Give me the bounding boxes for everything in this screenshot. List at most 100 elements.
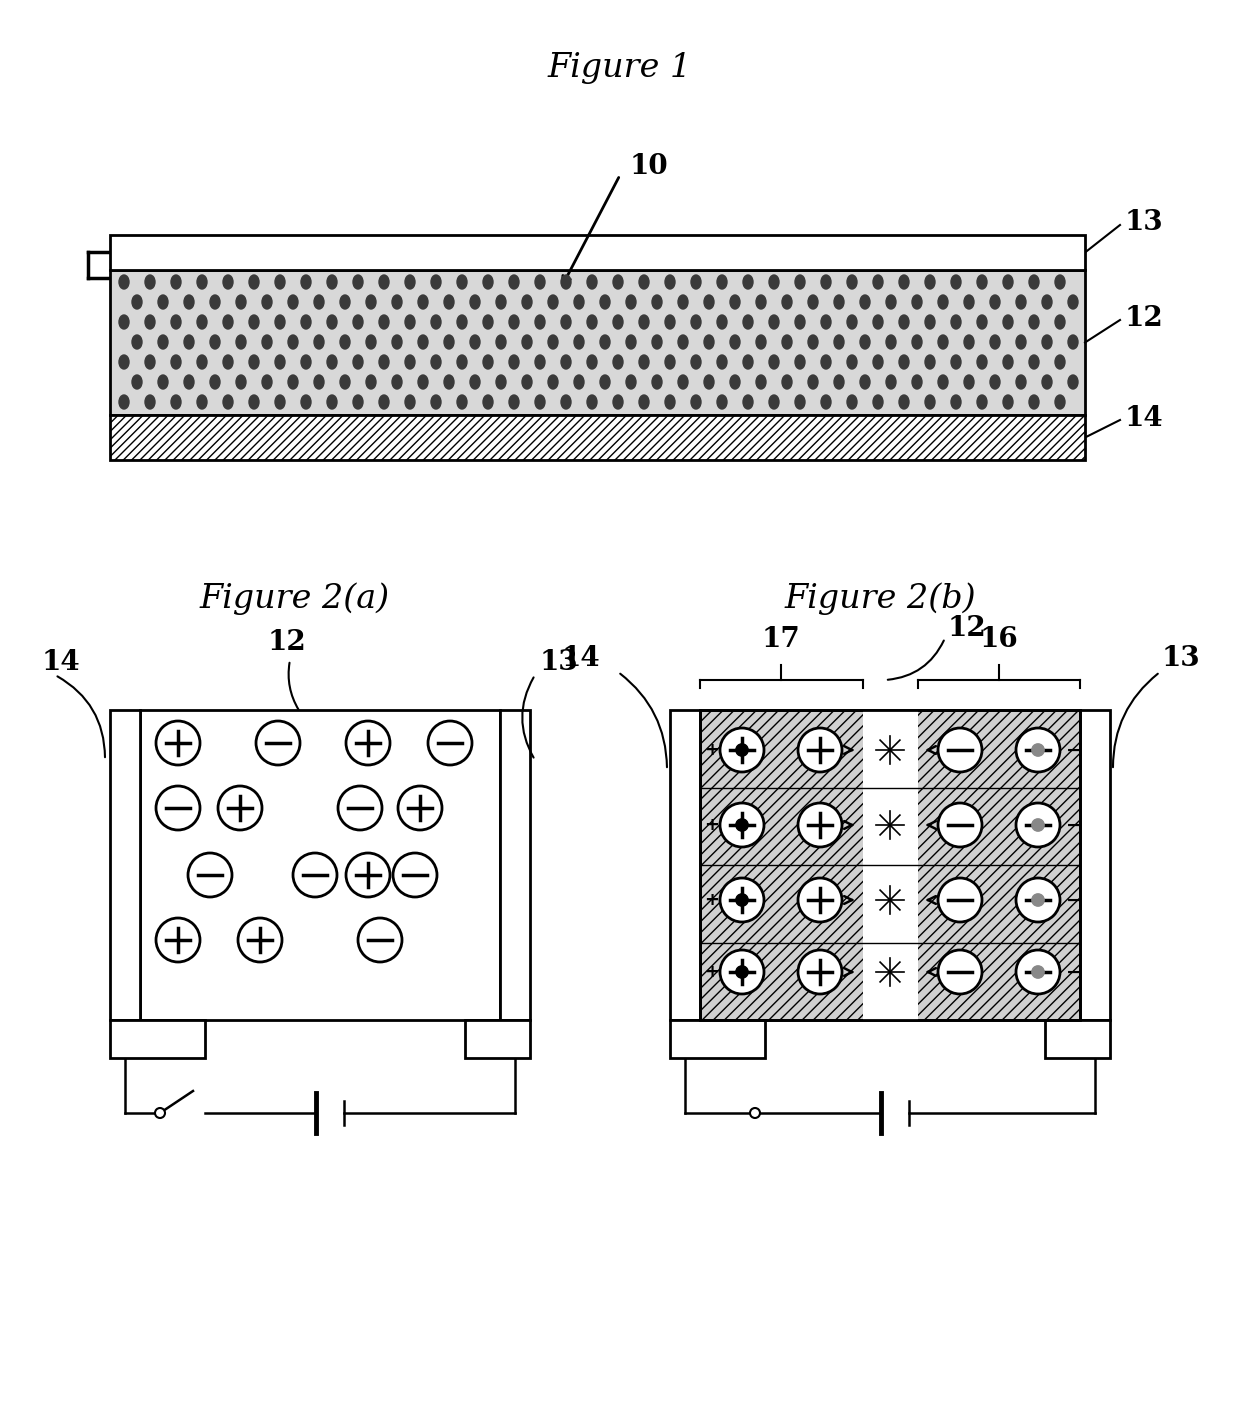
Circle shape bbox=[255, 721, 300, 765]
Ellipse shape bbox=[691, 355, 701, 369]
Ellipse shape bbox=[288, 335, 298, 349]
Circle shape bbox=[799, 728, 842, 772]
Ellipse shape bbox=[379, 355, 389, 369]
Ellipse shape bbox=[861, 296, 870, 308]
Ellipse shape bbox=[963, 375, 973, 389]
Ellipse shape bbox=[470, 375, 480, 389]
Ellipse shape bbox=[1029, 396, 1039, 408]
Circle shape bbox=[799, 950, 842, 994]
Ellipse shape bbox=[119, 355, 129, 369]
Ellipse shape bbox=[275, 315, 285, 329]
Ellipse shape bbox=[600, 296, 610, 308]
Text: −: − bbox=[1066, 963, 1083, 981]
Ellipse shape bbox=[639, 396, 649, 408]
Ellipse shape bbox=[691, 315, 701, 329]
Ellipse shape bbox=[458, 275, 467, 289]
Ellipse shape bbox=[418, 335, 428, 349]
Circle shape bbox=[799, 803, 842, 848]
Text: −: − bbox=[675, 741, 691, 759]
Ellipse shape bbox=[795, 396, 805, 408]
Ellipse shape bbox=[665, 396, 675, 408]
Ellipse shape bbox=[1016, 296, 1025, 308]
Ellipse shape bbox=[157, 296, 167, 308]
Ellipse shape bbox=[1068, 296, 1078, 308]
Ellipse shape bbox=[626, 296, 636, 308]
Bar bbox=[110, 1019, 205, 1057]
Bar bbox=[1045, 1019, 1110, 1057]
Text: −: − bbox=[1066, 815, 1083, 835]
Ellipse shape bbox=[288, 296, 298, 308]
Circle shape bbox=[156, 918, 200, 962]
Text: +: + bbox=[704, 817, 719, 834]
Ellipse shape bbox=[613, 355, 622, 369]
Circle shape bbox=[398, 786, 441, 829]
Ellipse shape bbox=[236, 335, 246, 349]
Ellipse shape bbox=[353, 396, 363, 408]
Ellipse shape bbox=[1016, 375, 1025, 389]
Text: 13: 13 bbox=[1162, 645, 1200, 672]
Ellipse shape bbox=[613, 275, 622, 289]
Ellipse shape bbox=[782, 296, 792, 308]
Ellipse shape bbox=[534, 275, 546, 289]
Ellipse shape bbox=[392, 375, 402, 389]
Ellipse shape bbox=[769, 396, 779, 408]
Ellipse shape bbox=[145, 275, 155, 289]
Text: 12: 12 bbox=[949, 614, 987, 642]
Ellipse shape bbox=[534, 315, 546, 329]
Ellipse shape bbox=[340, 335, 350, 349]
Ellipse shape bbox=[262, 375, 272, 389]
Circle shape bbox=[750, 1108, 760, 1118]
Ellipse shape bbox=[458, 396, 467, 408]
Text: +: + bbox=[704, 741, 719, 759]
Circle shape bbox=[156, 786, 200, 829]
Circle shape bbox=[1016, 803, 1060, 848]
Bar bbox=[110, 235, 1085, 270]
Circle shape bbox=[937, 879, 982, 922]
Ellipse shape bbox=[275, 396, 285, 408]
Ellipse shape bbox=[782, 335, 792, 349]
Ellipse shape bbox=[977, 396, 987, 408]
Ellipse shape bbox=[769, 275, 779, 289]
Ellipse shape bbox=[262, 296, 272, 308]
Ellipse shape bbox=[534, 396, 546, 408]
Ellipse shape bbox=[847, 315, 857, 329]
Text: 16: 16 bbox=[980, 627, 1018, 653]
Ellipse shape bbox=[1016, 335, 1025, 349]
Ellipse shape bbox=[484, 315, 494, 329]
Ellipse shape bbox=[470, 335, 480, 349]
Ellipse shape bbox=[458, 355, 467, 369]
Ellipse shape bbox=[157, 375, 167, 389]
Ellipse shape bbox=[652, 335, 662, 349]
Text: 12: 12 bbox=[268, 628, 306, 656]
Ellipse shape bbox=[484, 355, 494, 369]
Ellipse shape bbox=[262, 335, 272, 349]
Ellipse shape bbox=[873, 396, 883, 408]
Ellipse shape bbox=[691, 275, 701, 289]
Ellipse shape bbox=[458, 315, 467, 329]
Ellipse shape bbox=[847, 355, 857, 369]
Ellipse shape bbox=[821, 396, 831, 408]
Ellipse shape bbox=[925, 355, 935, 369]
Ellipse shape bbox=[534, 355, 546, 369]
Ellipse shape bbox=[327, 275, 337, 289]
Ellipse shape bbox=[327, 315, 337, 329]
Text: −: − bbox=[1066, 741, 1083, 759]
Ellipse shape bbox=[508, 355, 520, 369]
Ellipse shape bbox=[314, 296, 324, 308]
Ellipse shape bbox=[665, 315, 675, 329]
Text: +: + bbox=[1094, 817, 1109, 834]
Ellipse shape bbox=[548, 335, 558, 349]
Circle shape bbox=[735, 743, 748, 756]
Ellipse shape bbox=[951, 275, 961, 289]
Circle shape bbox=[735, 966, 748, 979]
Ellipse shape bbox=[366, 296, 376, 308]
Text: −: − bbox=[675, 815, 691, 835]
Ellipse shape bbox=[652, 375, 662, 389]
Ellipse shape bbox=[937, 375, 949, 389]
Ellipse shape bbox=[704, 335, 714, 349]
Circle shape bbox=[937, 728, 982, 772]
Ellipse shape bbox=[1055, 315, 1065, 329]
Ellipse shape bbox=[600, 335, 610, 349]
Ellipse shape bbox=[432, 355, 441, 369]
Text: +: + bbox=[704, 891, 719, 910]
